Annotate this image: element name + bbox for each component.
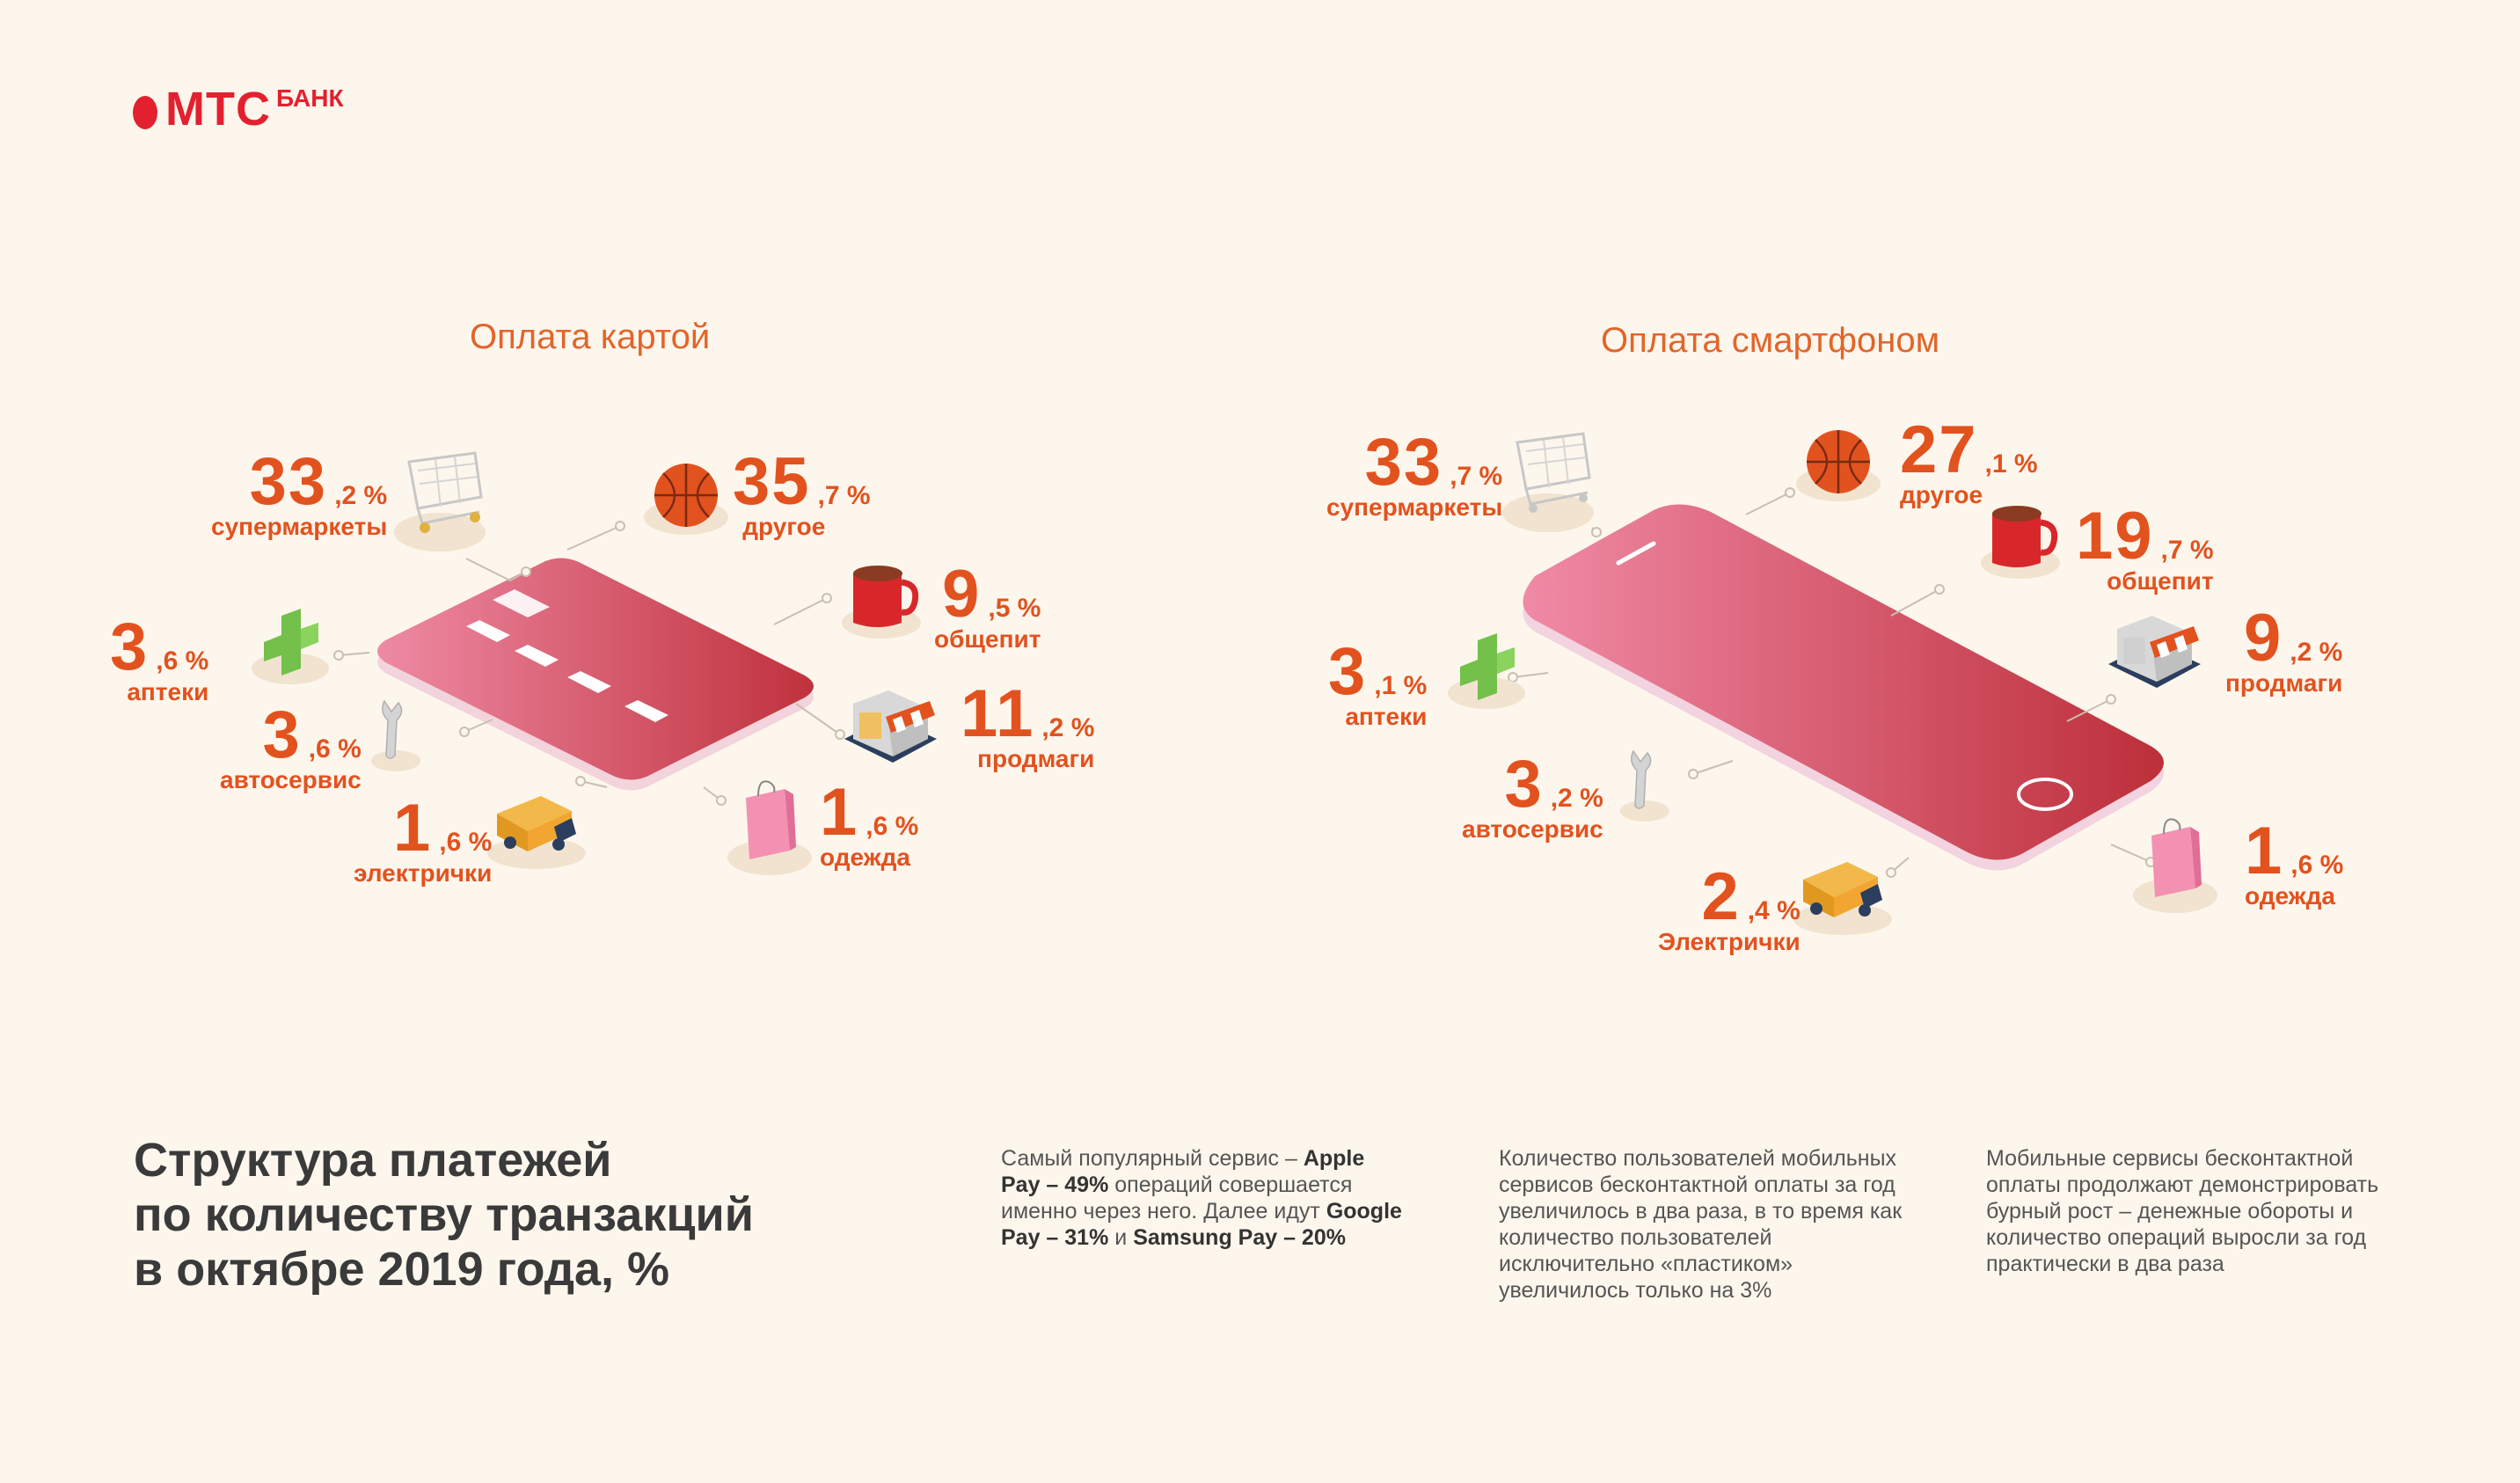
main-title-line: в октябре 2019 года, % [134,1243,670,1296]
phone-section-title: Оплата смартфоном [1601,321,1940,360]
value-label-card-autoservice: 3,6 % автосервис [220,698,362,793]
value-label-card-catering: 9,5 % общепит [934,557,1041,653]
shop-icon [844,690,937,763]
value-label-card-clothes: 1,6 % одежда [820,775,919,871]
logo-brand: МТС [165,83,271,135]
card-chip-icon [493,589,550,617]
value-label-card-other: 35,7 % другое [733,444,871,540]
bank-card [377,558,814,791]
note-user-growth: Количество пользователей мобильных серви… [1499,1146,1903,1303]
shopping-cart-icon [394,451,486,552]
value-label-phone-supermarkets: 33,7 % супермаркеты [1326,425,1503,521]
value-label-phone-catering: 19,7 % общепит [2076,499,2214,595]
wrench-icon [371,699,420,771]
basketball-icon [644,464,728,535]
note-market-growth: Мобильные сервисы бесконтактной оплаты п… [1986,1146,2379,1276]
pharmacy-cross-icon [252,609,329,684]
value-label-phone-pharmacy: 3,1 % аптеки [1328,634,1428,730]
wrench-icon [1620,749,1669,822]
basketball-icon [1796,430,1881,501]
phone-icons [1448,430,2217,935]
shopping-bag-icon [2133,818,2217,913]
value-label-phone-trains: 2,4 % Электрички [1658,859,1801,955]
value-label-phone-autoservice: 3,2 % автосервис [1462,747,1603,843]
mts-bank-logo: МТС БАНК [132,84,344,134]
card-section-title: Оплата картой [470,318,711,356]
mug-icon [1981,506,2060,579]
value-label-card-grocery: 11,2 % продмаги [961,676,1095,772]
card-connectors [333,521,845,806]
note-payment-services: Самый популярный сервис – Apple Pay – 49… [1001,1146,1402,1250]
value-label-phone-other: 27,1 % другое [1900,413,2038,508]
pharmacy-cross-icon [1448,633,1525,709]
value-label-card-supermarkets: 33,2 % супермаркеты [211,444,388,540]
home-button-icon [2017,778,2073,811]
truck-icon [1793,862,1892,935]
logo-sub: БАНК [275,84,344,112]
card-icons [252,451,937,875]
mts-egg-icon [133,96,157,129]
shop-icon [2108,616,2201,688]
value-label-phone-clothes: 1,6 % одежда [2245,814,2344,910]
truck-icon [487,796,586,869]
main-title-line: по количеству транзакций [134,1188,754,1241]
main-title: Структура платежей по количеству транзак… [134,1133,908,1297]
shopping-cart-icon [1502,432,1594,532]
smartphone [1523,504,2164,871]
value-label-phone-grocery: 9,2 % продмаги [2225,601,2343,697]
value-label-card-pharmacy: 3,6 % аптеки [110,610,209,705]
shopping-bag-icon [727,780,812,875]
value-label-card-trains: 1,6 % электрички [354,791,493,887]
mug-icon [842,566,921,639]
main-title-line: Структура платежей [134,1134,612,1187]
